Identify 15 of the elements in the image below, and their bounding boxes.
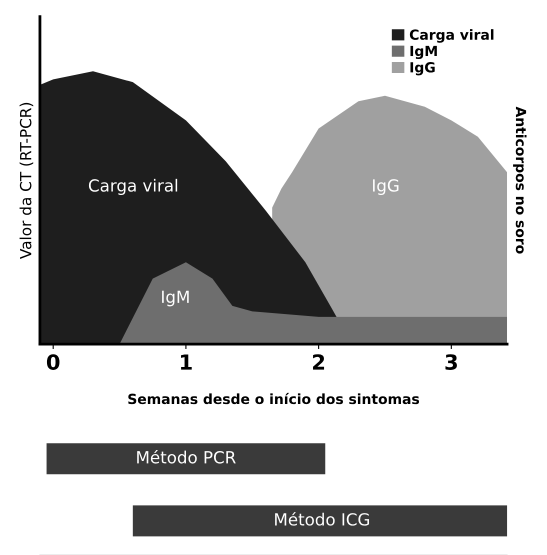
y-tick-label: Método ICG <box>275 512 370 526</box>
legend-label: IgM <box>410 46 437 60</box>
x-tick-label: 3 <box>445 354 457 370</box>
legend-label: Carga viral <box>410 29 494 43</box>
x-tick-label: 0 <box>46 354 60 370</box>
y-axis-title: Valor da CT (RT-PCR) <box>20 102 34 260</box>
annotation: IgM <box>162 290 189 306</box>
annotation: Carga viral <box>88 178 178 195</box>
y-tick-label: Método PCR <box>137 450 236 464</box>
y2-axis-title: Anticorpos no soro <box>513 106 527 254</box>
annotation: IgG <box>373 179 398 195</box>
legend-label: IgG <box>410 62 435 76</box>
x-axis-title: Semanas desde o início dos sintomas <box>128 392 420 404</box>
x-tick-label: 2 <box>313 354 324 370</box>
x-tick-label: 1 <box>181 354 192 370</box>
